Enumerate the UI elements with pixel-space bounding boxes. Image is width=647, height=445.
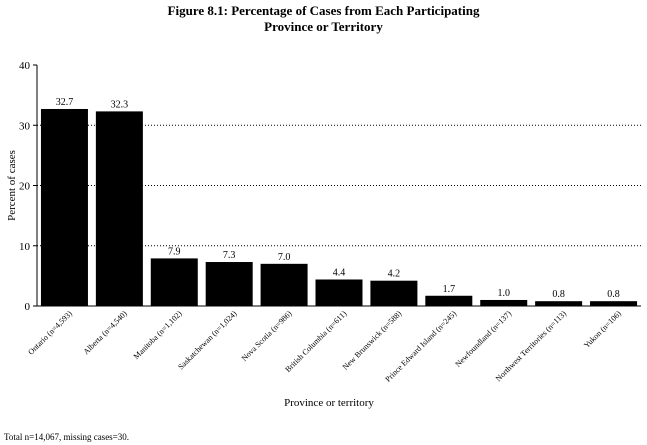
- bar-value-label: 1.7: [443, 284, 456, 295]
- bar: [260, 263, 308, 306]
- bar: [590, 301, 638, 306]
- x-tick-label: Ontario (n=4,593): [26, 309, 74, 357]
- bar-value-label: 7.3: [223, 250, 236, 261]
- y-tick-label: 10: [19, 241, 31, 253]
- bars: [40, 108, 638, 306]
- chart-title-line-2: Province or Territory: [264, 19, 383, 34]
- chart-title-line-1: Figure 8.1: Percentage of Cases from Eac…: [167, 3, 480, 18]
- bar-value-label: 4.4: [333, 267, 346, 278]
- x-tick-label: British Columbia (n=611): [283, 309, 348, 374]
- bar-value-label: 4.2: [388, 269, 401, 280]
- bar-chart: 32.7 32.3 7.9 7.3 7.0 4.4 4.2 1.7 1.0 0.8 0.8 0 10 2…: [6, 60, 641, 409]
- bar: [425, 295, 473, 306]
- bar: [315, 279, 363, 306]
- x-axis-label: Province or territory: [284, 397, 374, 409]
- bar: [370, 280, 418, 306]
- y-tick-label: 20: [19, 181, 31, 193]
- x-tick-label: Nova Scotia (n=986): [240, 309, 294, 363]
- bar: [95, 111, 143, 306]
- bar-value-label: 7.0: [278, 252, 291, 263]
- y-axis-label: Percent of cases: [6, 150, 18, 221]
- bar: [480, 299, 528, 306]
- bar-value-label: 32.7: [56, 97, 74, 108]
- y-tick-label: 40: [19, 60, 31, 72]
- y-ticks: 0 10 20 30 40: [19, 60, 37, 313]
- bar-value-label: 0.8: [552, 289, 565, 300]
- bar: [535, 301, 583, 306]
- x-tick-label: Manitoba (n=1,102): [132, 309, 184, 361]
- x-tick-label: Alberta (n=4,540): [82, 309, 129, 356]
- x-tick-label: Newfoundland (n=137): [453, 309, 513, 369]
- bar: [205, 262, 253, 306]
- footnote: Total n=14,067, missing cases=30.: [4, 432, 130, 442]
- y-tick-label: 0: [25, 301, 31, 313]
- y-tick-label: 30: [19, 120, 31, 132]
- x-tick-labels: Ontario (n=4,593) Alberta (n=4,540) Manito…: [26, 309, 623, 384]
- bar: [150, 258, 198, 306]
- bar-value-label: 1.0: [497, 288, 510, 299]
- bar-value-label: 32.3: [111, 99, 129, 110]
- x-tick-label: New Brunswick (n=588): [341, 309, 404, 372]
- x-tick-label: Yukon (n=106): [582, 309, 623, 350]
- bar-value-label: 0.8: [607, 289, 620, 300]
- bar-value-label: 7.9: [168, 246, 181, 257]
- bar: [40, 108, 88, 306]
- x-tick-label: Saskatchewan (n=1,024): [176, 309, 239, 372]
- value-labels: 32.7 32.3 7.9 7.3 7.0 4.4 4.2 1.7 1.0 0.8 0.8: [56, 97, 620, 300]
